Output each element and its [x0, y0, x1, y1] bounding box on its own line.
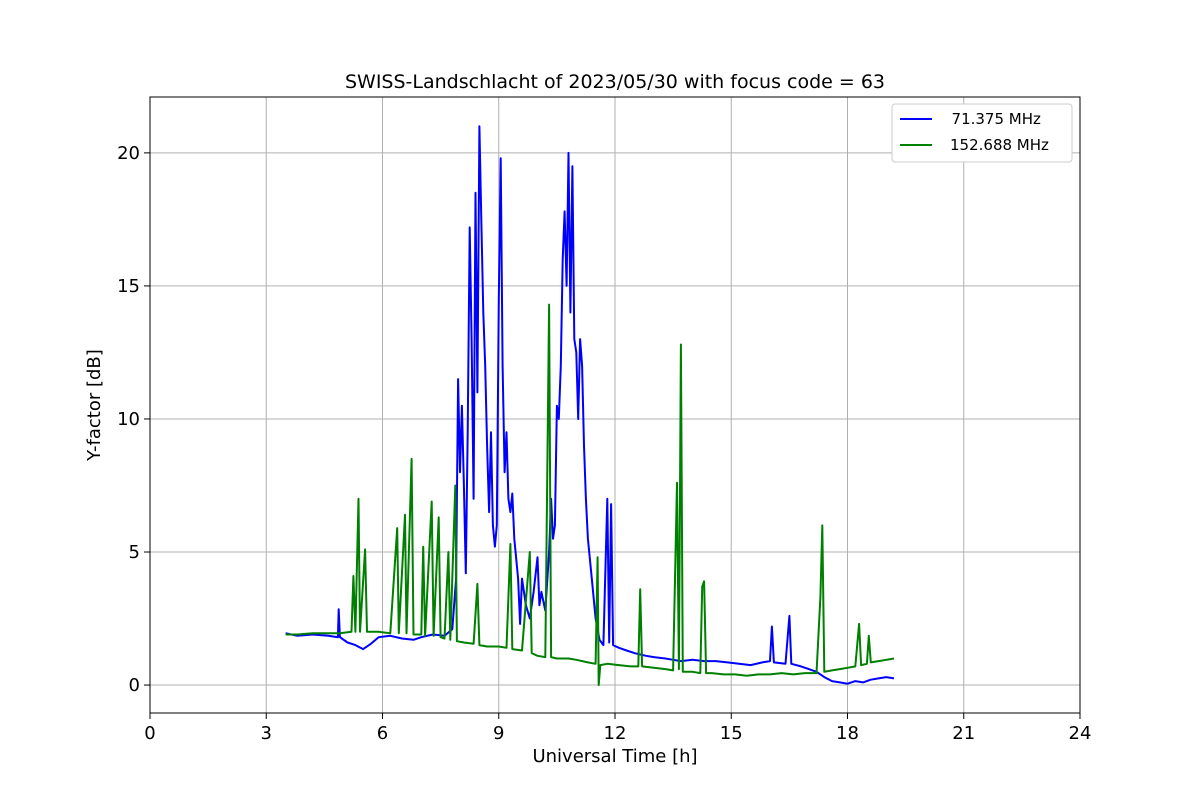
x-tick-label: 18	[836, 723, 859, 744]
x-tick-label: 0	[144, 723, 155, 744]
x-tick-label: 24	[1069, 723, 1092, 744]
x-tick-label: 12	[604, 723, 627, 744]
y-tick-label: 5	[129, 542, 140, 563]
legend: 71.375 MHz 152.688 MHz	[891, 103, 1073, 163]
chart-title: SWISS-Landschlacht of 2023/05/30 with fo…	[345, 71, 885, 93]
x-tick-label: 6	[377, 723, 388, 744]
x-axis: 0 3 6 9 12 15 18 21 24	[144, 713, 1091, 744]
y-tick-label: 15	[117, 276, 140, 297]
legend-label-71mhz: 71.375 MHz	[942, 110, 1041, 128]
x-tick-label: 21	[952, 723, 975, 744]
legend-box	[891, 103, 1073, 163]
x-axis-label: Universal Time [h]	[532, 746, 697, 767]
legend-label-152mhz: 152.688 MHz	[950, 136, 1049, 154]
y-tick-label: 20	[117, 143, 140, 164]
y-axis-label: Y-factor [dB]	[84, 349, 105, 462]
x-tick-label: 15	[720, 723, 743, 744]
y-tick-label: 0	[129, 675, 140, 696]
x-tick-label: 9	[493, 723, 504, 744]
series-group	[285, 125, 895, 687]
series-line-152mhz	[285, 303, 895, 687]
x-tick-label: 3	[261, 723, 272, 744]
y-tick-label: 10	[117, 409, 140, 430]
y-axis: 0 5 10 15 20	[117, 143, 150, 696]
